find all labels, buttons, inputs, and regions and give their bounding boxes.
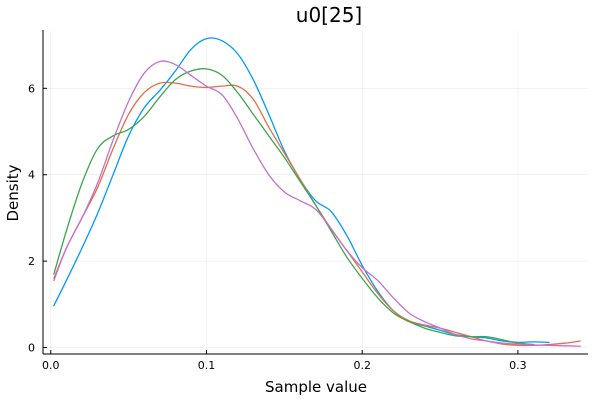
chart-title: u0[25] <box>296 3 362 27</box>
axes: 0.0 0.1 0.2 0.3 0 2 4 6 <box>28 30 588 372</box>
x-tick-label: 0.1 <box>198 359 216 372</box>
x-tick-label: 0.3 <box>509 359 527 372</box>
series-line-3 <box>53 68 535 346</box>
y-tick-label: 6 <box>28 82 35 95</box>
y-tick-label: 4 <box>28 169 35 182</box>
series-group <box>53 37 581 347</box>
grid <box>43 30 588 354</box>
y-axis-label: Density <box>4 164 22 221</box>
series-line-4 <box>53 60 581 347</box>
y-tick-label: 2 <box>28 255 35 268</box>
series-line-1 <box>53 37 550 344</box>
x-axis-label: Sample value <box>265 378 367 396</box>
y-tick-label: 0 <box>28 342 35 355</box>
series-line-2 <box>53 81 581 347</box>
x-tick-label: 0.0 <box>42 359 60 372</box>
x-tick-label: 0.2 <box>353 359 371 372</box>
